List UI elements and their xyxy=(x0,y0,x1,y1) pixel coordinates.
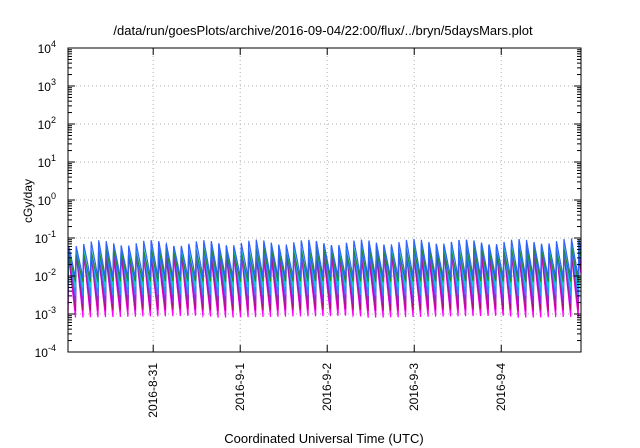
x-tick-label: 2016-9-2 xyxy=(320,363,334,411)
series-line xyxy=(67,238,582,280)
x-axis-label: Coordinated Universal Time (UTC) xyxy=(224,431,423,446)
chart-title: /data/run/goesPlots/archive/2016-09-04/2… xyxy=(113,23,533,38)
series-line xyxy=(67,246,582,284)
grid xyxy=(68,48,581,352)
y-tick-label: 10-3 xyxy=(35,305,56,322)
x-tick-label: 2016-9-3 xyxy=(407,363,421,411)
y-tick-label: 10-1 xyxy=(35,229,56,246)
y-axis-label: cGy/day xyxy=(21,179,35,223)
series-group xyxy=(67,238,582,319)
y-tick-label: 100 xyxy=(38,191,56,208)
plot-frame xyxy=(67,47,582,353)
y-tick-label: 10-4 xyxy=(35,343,56,360)
y-tick-label: 104 xyxy=(38,39,56,56)
y-tick-label: 102 xyxy=(38,115,56,132)
x-tick-label: 2016-9-4 xyxy=(494,363,508,411)
x-tick-label: 2016-8-31 xyxy=(146,363,160,418)
x-axis: 2016-8-31 2016-9-1 2016-9-2 2016-9-3 2016-9-… xyxy=(146,48,508,418)
y-axis: 10-4 10-3 10-2 10-1 100 101 102 103 104 xyxy=(35,39,581,360)
y-tick-label: 10-2 xyxy=(35,267,56,284)
y-tick-label: 103 xyxy=(38,77,56,94)
y-tick-label: 101 xyxy=(38,153,56,170)
x-tick-label: 2016-9-1 xyxy=(233,363,247,411)
